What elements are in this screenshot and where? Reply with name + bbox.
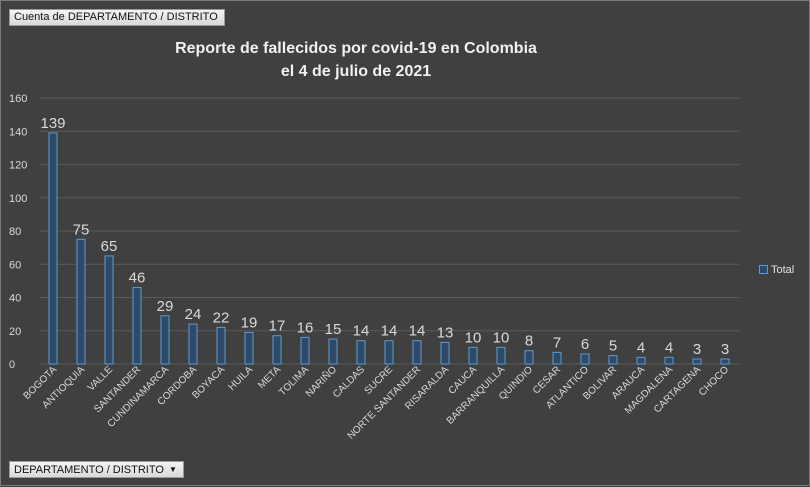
y-tick-label: 80 [9,226,21,238]
bar [468,346,478,365]
y-tick-label: 120 [9,160,27,172]
data-label: 4 [665,339,673,356]
axis-field-label: DEPARTAMENTO / DISTRITO [14,464,164,476]
y-tick-label: 20 [9,326,21,338]
y-tick-label: 60 [9,259,21,271]
bar [160,315,170,365]
data-label: 19 [241,314,258,331]
data-label: 7 [553,334,561,351]
bar [132,287,142,365]
data-label: 3 [693,341,701,358]
data-label: 8 [525,333,533,350]
value-field-label: Cuenta de DEPARTAMENTO / DISTRITO [14,11,218,23]
data-label: 14 [381,323,398,340]
y-tick-label: 160 [9,93,27,105]
data-label: 75 [73,221,90,238]
bar [76,238,86,365]
data-label: 6 [581,336,589,353]
bar [300,336,310,365]
data-label: 29 [157,298,174,315]
data-label: 14 [353,323,370,340]
x-tick-label: HUILA [227,364,256,393]
bar [356,340,366,365]
x-tick-label: CHOCO [697,364,731,398]
data-label: 24 [185,306,202,323]
bar [188,323,198,365]
chart-title: Reporte de fallecidos por covid-19 en Co… [121,37,591,83]
data-label: 4 [637,339,645,356]
bar [104,255,114,365]
data-label: 14 [409,323,426,340]
axis-field-button[interactable]: DEPARTAMENTO / DISTRITO ▼ [9,461,184,478]
data-label: 5 [609,338,617,355]
chart-title-line-2: el 4 de julio de 2021 [280,63,432,80]
bar [48,132,58,365]
bar [216,326,226,365]
bar [636,356,646,365]
data-label: 15 [325,321,342,338]
chart-title-line-1: Reporte de fallecidos por covid-19 en Co… [175,40,537,57]
bar [440,341,450,365]
data-label: 3 [721,341,729,358]
bar [272,335,282,365]
data-label: 139 [40,115,65,132]
bar [608,355,618,365]
y-tick-label: 100 [9,193,27,205]
data-label: 22 [213,309,230,326]
bar [524,350,534,365]
y-tick-label: 0 [9,359,15,371]
bar [692,358,702,365]
bar [720,358,730,365]
bar [580,353,590,365]
legend-label: Total [771,264,795,276]
bar [412,340,422,365]
y-tick-label: 40 [9,293,21,305]
legend-swatch [759,265,768,274]
bar [664,356,674,365]
bar [328,338,338,365]
data-label: 65 [101,238,118,255]
bar [552,351,562,365]
bar [496,346,506,365]
data-label: 16 [297,319,314,336]
value-field-button[interactable]: Cuenta de DEPARTAMENTO / DISTRITO [9,9,225,26]
data-label: 10 [465,329,482,346]
data-label: 17 [269,318,286,335]
bar [244,331,254,365]
data-label: 10 [493,329,510,346]
y-tick-label: 140 [9,126,27,138]
dropdown-arrow-icon: ▼ [168,465,177,474]
chart-legend: Total [759,264,794,276]
data-label: 46 [129,270,146,287]
data-label: 13 [437,324,454,341]
bar [384,340,394,365]
